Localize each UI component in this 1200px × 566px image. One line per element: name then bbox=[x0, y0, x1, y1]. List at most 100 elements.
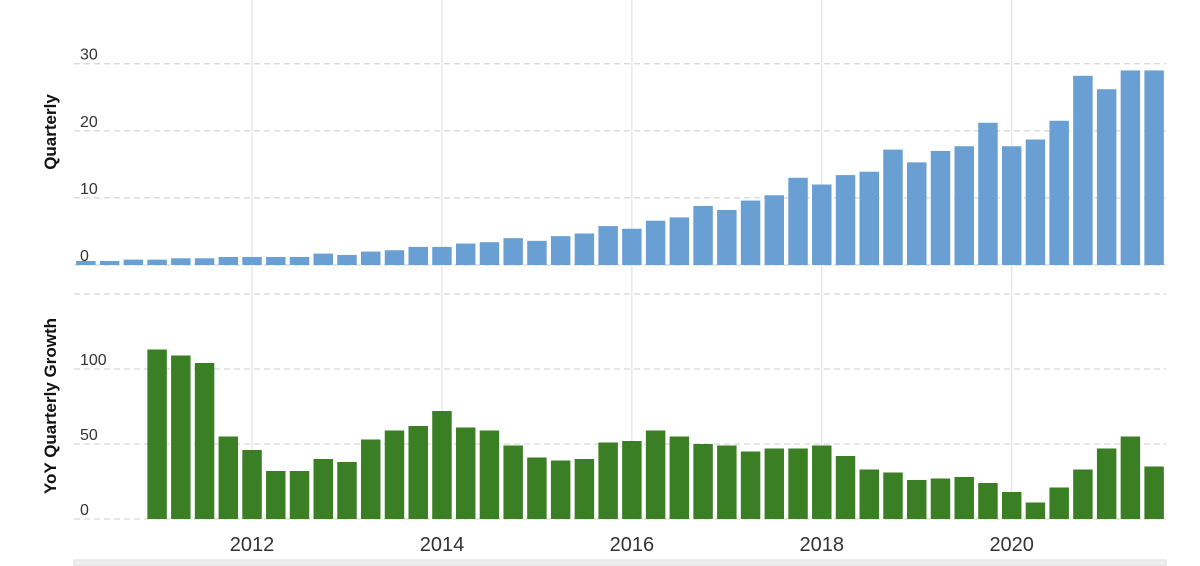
bar bbox=[859, 171, 879, 265]
bar bbox=[313, 459, 333, 519]
bar bbox=[622, 228, 642, 265]
y-tick-label: 20 bbox=[80, 114, 98, 131]
bar bbox=[574, 459, 595, 519]
bar bbox=[455, 243, 476, 265]
bar bbox=[527, 457, 547, 519]
y-tick-label: 50 bbox=[80, 427, 98, 444]
bar bbox=[1096, 89, 1117, 266]
bar bbox=[289, 471, 310, 519]
bar bbox=[954, 146, 974, 265]
bar bbox=[835, 456, 856, 519]
bar bbox=[1025, 139, 1046, 265]
bar bbox=[1120, 436, 1141, 519]
bar bbox=[717, 445, 737, 519]
bar bbox=[479, 430, 500, 519]
bar bbox=[669, 217, 690, 265]
bar bbox=[289, 256, 310, 265]
bar bbox=[242, 450, 262, 519]
bar bbox=[930, 478, 951, 519]
bar bbox=[384, 250, 405, 265]
y-tick-label: 0 bbox=[80, 502, 89, 519]
y-axis-label: YoY Quarterly Growth bbox=[41, 318, 60, 494]
bar bbox=[717, 209, 737, 265]
bar bbox=[99, 260, 120, 265]
bar bbox=[384, 430, 405, 519]
bar bbox=[550, 460, 571, 519]
bar bbox=[883, 149, 903, 265]
bar bbox=[218, 436, 239, 519]
bar bbox=[669, 436, 690, 519]
bar bbox=[550, 236, 571, 265]
bar bbox=[859, 469, 879, 519]
bar bbox=[598, 226, 618, 265]
bar bbox=[266, 256, 286, 265]
bar bbox=[527, 240, 547, 265]
bar bbox=[693, 444, 713, 519]
bar bbox=[194, 363, 215, 519]
bar bbox=[645, 430, 666, 519]
bar bbox=[907, 162, 927, 265]
bar bbox=[764, 448, 785, 519]
bar bbox=[337, 254, 357, 265]
bar bbox=[740, 200, 761, 265]
bar bbox=[171, 355, 191, 519]
bar bbox=[337, 462, 357, 519]
scrollbar-track bbox=[73, 559, 1167, 566]
bar bbox=[740, 451, 761, 519]
bar bbox=[788, 448, 808, 519]
bar bbox=[764, 195, 785, 265]
bar bbox=[930, 150, 951, 265]
bar bbox=[218, 256, 239, 265]
bar bbox=[1144, 466, 1164, 519]
bar bbox=[1049, 120, 1069, 265]
bar bbox=[622, 441, 642, 519]
bar bbox=[503, 238, 523, 265]
bar bbox=[954, 477, 974, 519]
bar bbox=[835, 175, 856, 265]
bar bbox=[978, 122, 998, 265]
bar bbox=[147, 259, 167, 265]
y-tick-label: 0 bbox=[80, 248, 89, 265]
bar bbox=[1096, 448, 1117, 519]
bar bbox=[598, 442, 618, 519]
bar bbox=[693, 205, 713, 265]
bar bbox=[432, 411, 452, 519]
bar bbox=[123, 259, 144, 265]
y-tick-label: 100 bbox=[80, 352, 107, 369]
bar bbox=[432, 246, 452, 265]
bar bbox=[1001, 492, 1022, 519]
bar bbox=[503, 445, 523, 519]
bar bbox=[978, 483, 998, 519]
y-axis-label: Quarterly bbox=[41, 94, 60, 170]
bar bbox=[645, 220, 666, 265]
bar bbox=[455, 427, 476, 519]
bar bbox=[812, 445, 832, 519]
bar bbox=[408, 426, 428, 519]
bar bbox=[1120, 70, 1141, 265]
x-tick-label: 2012 bbox=[230, 534, 275, 556]
bar bbox=[361, 251, 381, 265]
bar bbox=[479, 242, 500, 265]
bar bbox=[76, 260, 96, 265]
bar bbox=[812, 184, 832, 265]
bar bbox=[313, 253, 333, 265]
bar bbox=[1001, 146, 1022, 265]
bar bbox=[788, 177, 808, 265]
y-tick-label: 10 bbox=[80, 181, 98, 198]
bar bbox=[574, 233, 595, 265]
bar bbox=[907, 480, 927, 519]
bar bbox=[1144, 70, 1164, 265]
bar bbox=[408, 246, 428, 265]
bar bbox=[883, 472, 903, 519]
bar bbox=[1073, 75, 1093, 266]
x-tick-label: 2016 bbox=[610, 534, 655, 556]
bar bbox=[1049, 487, 1069, 519]
x-tick-label: 2018 bbox=[800, 534, 845, 556]
bar bbox=[1073, 469, 1093, 519]
bar bbox=[361, 439, 381, 519]
x-tick-label: 2014 bbox=[420, 534, 465, 556]
bar bbox=[266, 471, 286, 519]
y-tick-label: 30 bbox=[80, 47, 98, 64]
bar bbox=[194, 258, 215, 265]
